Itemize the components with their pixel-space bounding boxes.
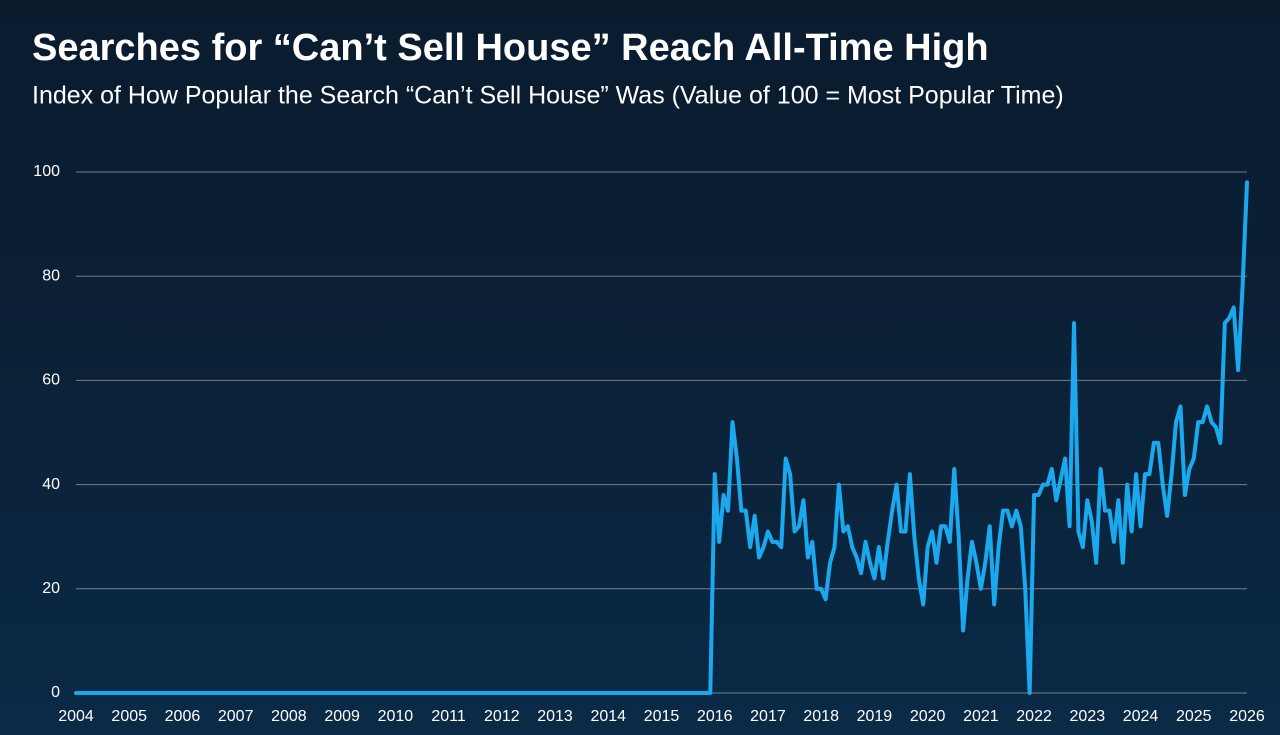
x-tick-label: 2025 bbox=[1176, 708, 1212, 725]
x-tick-label: 2011 bbox=[431, 708, 466, 725]
y-tick-label: 0 bbox=[51, 684, 60, 701]
chart-subtitle: Index of How Popular the Search “Can’t S… bbox=[32, 82, 1064, 110]
y-tick-label: 80 bbox=[42, 267, 60, 284]
x-tick-label: 2019 bbox=[857, 708, 893, 725]
x-tick-label: 2015 bbox=[644, 708, 680, 725]
x-tick-label: 2024 bbox=[1123, 708, 1159, 725]
x-tick-label: 2008 bbox=[271, 708, 307, 725]
x-tick-label: 2016 bbox=[697, 708, 733, 725]
y-tick-label: 100 bbox=[33, 163, 60, 180]
x-tick-label: 2006 bbox=[165, 708, 201, 725]
x-tick-label: 2012 bbox=[484, 708, 520, 725]
y-tick-label: 60 bbox=[42, 372, 60, 389]
x-tick-label: 2004 bbox=[58, 708, 94, 725]
x-tick-label: 2005 bbox=[111, 708, 147, 725]
x-tick-label: 2007 bbox=[218, 708, 254, 725]
x-tick-label: 2013 bbox=[537, 708, 573, 725]
data-line bbox=[74, 180, 1249, 695]
x-tick-label: 2021 bbox=[963, 708, 999, 725]
x-tick-label: 2018 bbox=[803, 708, 839, 725]
x-tick-label: 2009 bbox=[324, 708, 360, 725]
chart-title: Searches for “Can’t Sell House” Reach Al… bbox=[32, 27, 989, 69]
x-tick-label: 2023 bbox=[1070, 708, 1106, 725]
x-tick-label: 2017 bbox=[750, 708, 786, 725]
y-tick-label: 20 bbox=[42, 580, 60, 597]
x-tick-label: 2014 bbox=[590, 708, 626, 725]
x-tick-label: 2026 bbox=[1229, 708, 1265, 725]
x-tick-label: 2020 bbox=[910, 708, 946, 725]
y-tick-label: 40 bbox=[42, 476, 60, 493]
x-tick-label: 2022 bbox=[1016, 708, 1052, 725]
x-tick-label: 2010 bbox=[378, 708, 414, 725]
